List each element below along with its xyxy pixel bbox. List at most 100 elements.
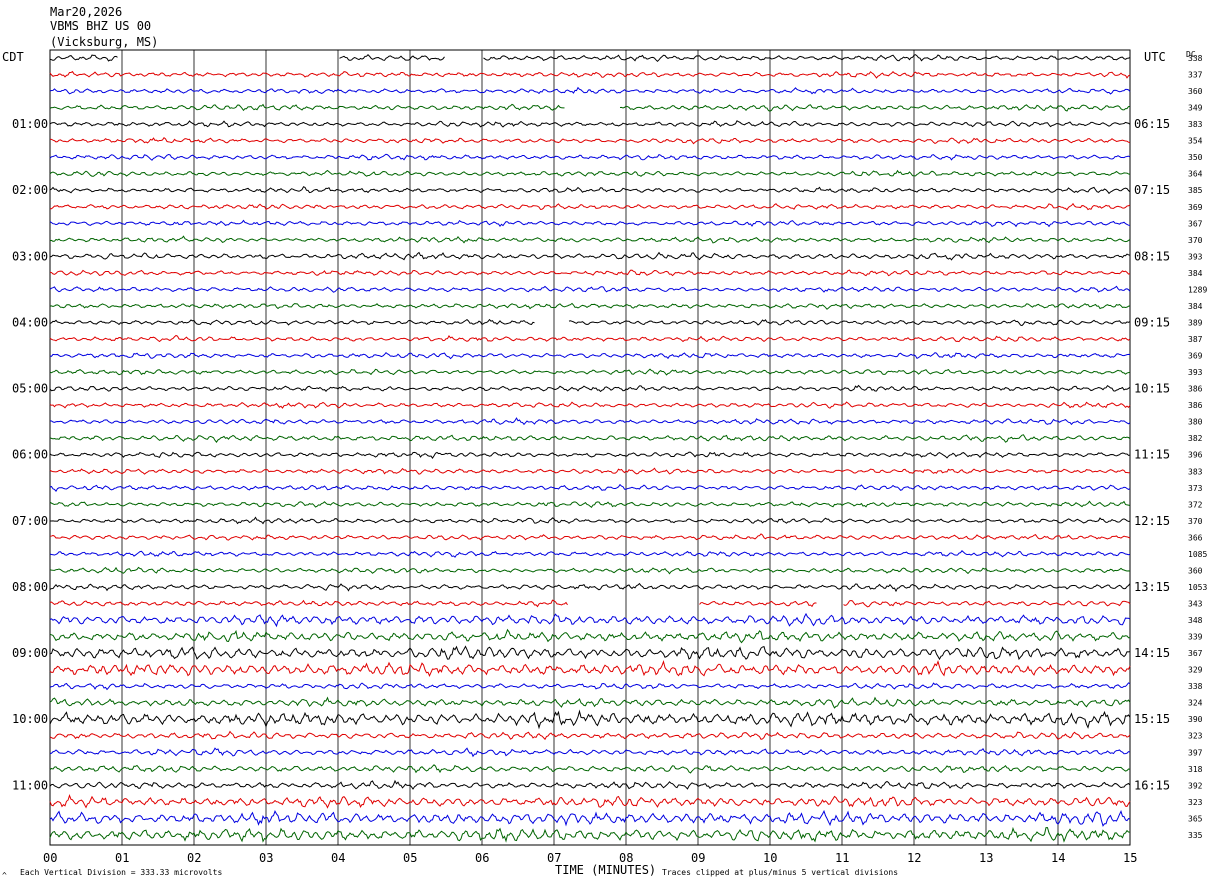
dc-offset-label: 335: [1188, 831, 1203, 840]
dc-offset-label: 393: [1188, 252, 1203, 261]
utc-hour-label: 13:15: [1134, 580, 1170, 594]
trace-line: [49, 120, 1131, 128]
dc-offset-label: 348: [1188, 616, 1203, 625]
dc-offset-label: 1053: [1188, 583, 1207, 592]
x-tick-label: 08: [619, 851, 633, 865]
trace-line: [49, 235, 1131, 244]
trace-line: [49, 483, 1131, 492]
dc-offset-label: 337: [1188, 71, 1203, 80]
dc-offset-label: 393: [1188, 368, 1203, 377]
trace-group: [49, 54, 1131, 843]
dc-offset-label: 350: [1188, 153, 1203, 162]
trace-line: [49, 550, 1131, 558]
trace-line: [49, 628, 1131, 644]
utc-hour-label: 08:15: [1134, 249, 1170, 263]
cdt-hour-label: 06:00: [12, 448, 48, 462]
dc-offset-label: 339: [1188, 633, 1203, 642]
dc-offset-label: 323: [1188, 732, 1203, 741]
dc-offset-label: 318: [1188, 765, 1203, 774]
dc-offset-label: 349: [1188, 104, 1203, 113]
right-axis-title: UTC: [1144, 50, 1166, 64]
utc-hour-label: 12:15: [1134, 514, 1170, 528]
x-axis-label: TIME (MINUTES): [555, 863, 656, 877]
trace-line: [49, 186, 1131, 195]
trace-line: [49, 334, 1131, 343]
cdt-hour-label: 10:00: [12, 712, 48, 726]
trace-line: [49, 794, 1131, 809]
trace-line: [49, 434, 1131, 443]
utc-hour-label: 07:15: [1134, 183, 1170, 197]
dc-offset-label: 1085: [1188, 550, 1207, 559]
cdt-hour-label: 02:00: [12, 183, 48, 197]
header-location: (Vicksburg, MS): [50, 35, 158, 49]
x-tick-label: 10: [763, 851, 777, 865]
dc-offset-label: 382: [1188, 434, 1203, 443]
trace-line: [49, 696, 1131, 709]
scale-note: Each Vertical Division = 333.33 microvol…: [20, 868, 222, 877]
dc-offset-label: 369: [1188, 352, 1203, 361]
dc-offset-label: 397: [1188, 748, 1203, 757]
dc-offset-label: 360: [1188, 566, 1203, 575]
trace-line: [49, 809, 1131, 827]
header-date: Mar20,2026: [50, 5, 122, 19]
trace-line: [49, 709, 1131, 730]
left-axis-title: CDT: [2, 50, 24, 64]
trace-line: [49, 730, 1131, 741]
trace-line: [49, 269, 1131, 277]
dc-header: DC: [1186, 50, 1196, 59]
dc-offset-label: 385: [1188, 186, 1203, 195]
dc-offset-label: 386: [1188, 401, 1203, 410]
x-tick-label: 12: [907, 851, 921, 865]
trace-line: [49, 500, 1131, 509]
trace-line: [49, 169, 1131, 177]
x-tick-label: 05: [403, 851, 417, 865]
dc-offset-label: 369: [1188, 203, 1203, 212]
cdt-hour-label: 01:00: [12, 117, 48, 131]
dc-offset-label: 370: [1188, 517, 1203, 526]
dc-offset-label: 343: [1188, 599, 1203, 608]
dc-offset-label: 1289: [1188, 285, 1207, 294]
trace-line: [49, 136, 1131, 145]
trace-line: [49, 779, 1131, 790]
cdt-hour-label: 03:00: [12, 249, 48, 263]
x-tick-label: 04: [331, 851, 345, 865]
utc-hour-label: 15:15: [1134, 712, 1170, 726]
dc-offset-label: 383: [1188, 120, 1203, 129]
dc-offset-label: 390: [1188, 715, 1203, 724]
x-tick-label: 09: [691, 851, 705, 865]
x-tick-label: 07: [547, 851, 561, 865]
cdt-hour-labels: 01:00 02:00 03:00 04:00 05:00 06:00 07:00 08:00…: [12, 117, 48, 792]
trace-line: [49, 516, 1131, 525]
clip-note: Traces clipped at plus/minus 5 vertical …: [662, 868, 898, 877]
trace-line: [49, 582, 1131, 593]
trace-line: [49, 384, 1131, 393]
x-tick-label: 14: [1051, 851, 1065, 865]
trace-line: [49, 747, 1131, 758]
cdt-hour-label: 11:00: [12, 778, 48, 792]
dc-offset-label: 387: [1188, 335, 1203, 344]
trace-line: [49, 318, 1131, 327]
trace-line: [49, 368, 1131, 376]
utc-hour-label: 14:15: [1134, 646, 1170, 660]
trace-line: [49, 645, 1131, 661]
dc-offset-label: 370: [1188, 236, 1203, 245]
trace-line: [49, 153, 1131, 161]
header-station: VBMS BHZ US 00: [50, 19, 151, 33]
trace-line: [49, 533, 1131, 541]
x-tick-label: 02: [187, 851, 201, 865]
x-tick-label: 06: [475, 851, 489, 865]
dc-offset-label: 367: [1188, 219, 1203, 228]
trace-line: [49, 302, 1131, 310]
cdt-hour-label: 05:00: [12, 382, 48, 396]
x-tick-label: 01: [115, 851, 129, 865]
dc-offset-label: 380: [1188, 418, 1203, 427]
x-tick-label: 00: [43, 851, 57, 865]
trace-line: [49, 599, 1131, 608]
dc-offset-label: 373: [1188, 484, 1203, 493]
trace-line: [49, 417, 1131, 426]
dc-offset-label: 366: [1188, 533, 1203, 542]
dc-offset-label: 396: [1188, 451, 1203, 460]
x-tick-label: 13: [979, 851, 993, 865]
trace-line: [49, 467, 1131, 475]
trace-line: [49, 103, 1131, 112]
